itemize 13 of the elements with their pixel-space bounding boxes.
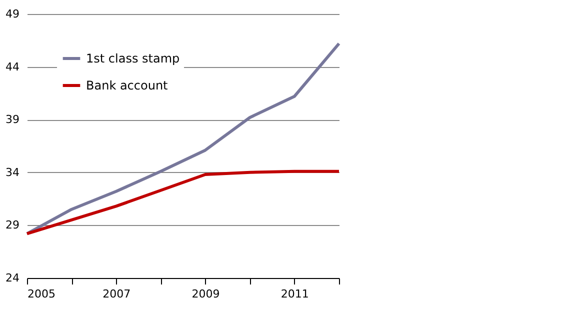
x-tick-label: 2011 <box>280 288 309 300</box>
y-tick-label: 44 <box>6 60 20 74</box>
x-tick-label: 2005 <box>28 288 56 300</box>
x-tick-label: 2007 <box>102 288 131 300</box>
y-tick-label: 34 <box>6 166 20 179</box>
y-tick-label: 49 <box>6 8 20 20</box>
line-series <box>26 170 340 236</box>
x-tick-label: 2009 <box>192 288 220 300</box>
y-tick-label: 29 <box>6 218 20 232</box>
legend-label: Bank account <box>86 78 168 92</box>
y-tick-label: 39 <box>6 113 20 126</box>
y-tick-label: 24 <box>6 272 20 284</box>
legend-label: 1st class stamp <box>86 52 180 66</box>
